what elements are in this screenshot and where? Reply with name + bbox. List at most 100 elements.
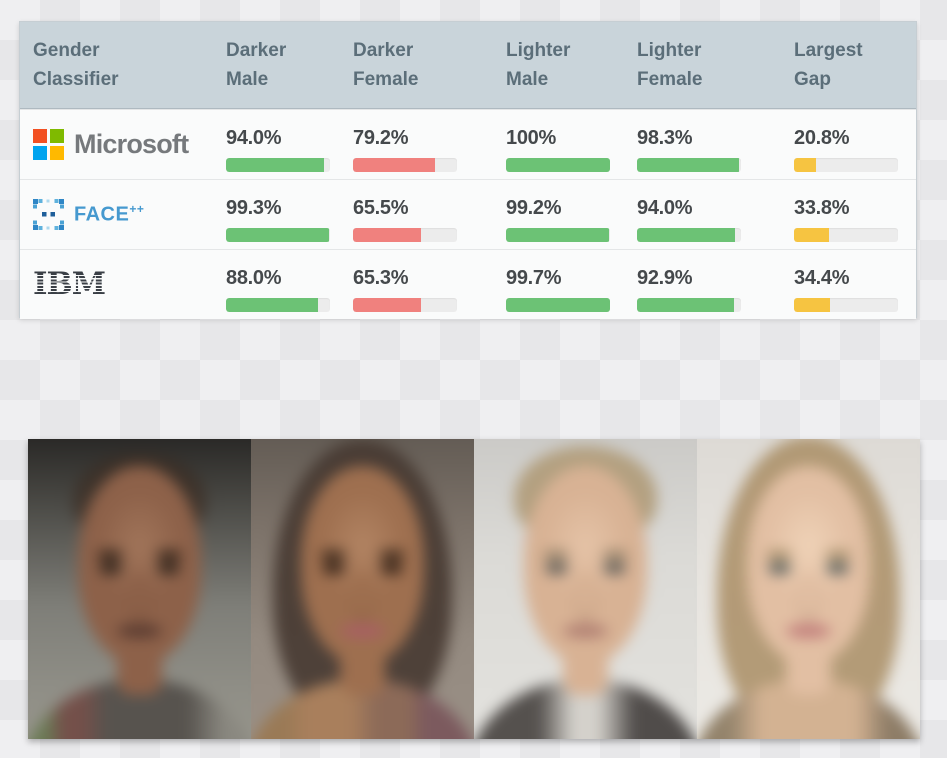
average-faces-image — [28, 439, 920, 739]
bar-track — [353, 298, 457, 312]
bar-track — [794, 228, 898, 242]
value-label: 98.3% — [637, 127, 693, 149]
value-label: 94.0% — [637, 197, 693, 219]
bar-fill — [794, 298, 830, 312]
header-darker-male: Darker Male — [226, 40, 287, 90]
cell-ibm-darker-female: 65.3% — [340, 250, 493, 319]
faceplusplus-wordmark: FACE++ — [74, 202, 145, 226]
bar-track — [794, 158, 898, 172]
bar-fill — [353, 228, 422, 242]
bar-track — [353, 158, 457, 172]
value-label: 34.4% — [794, 267, 850, 289]
face-blur-layers — [28, 439, 251, 739]
bar-fill — [353, 298, 421, 312]
face-nose — [353, 572, 372, 616]
faceplusplus-plusplus: ++ — [129, 202, 145, 217]
ibm-wordmark: IBM — [30, 266, 108, 302]
average-face-darker-male — [28, 439, 251, 739]
bar-fill — [794, 228, 830, 242]
face-brow-right — [825, 550, 851, 560]
face-blur-layers — [251, 439, 474, 739]
value-label: 100% — [506, 127, 556, 149]
face-brow-left — [543, 550, 569, 560]
value-label: 20.8% — [794, 127, 850, 149]
face-nose — [130, 572, 149, 616]
value-label: 99.7% — [506, 267, 562, 289]
face-mouth — [339, 623, 386, 639]
value-label: 88.0% — [226, 267, 282, 289]
bar-fill — [506, 158, 610, 172]
cell-faceplusplus-darker-female: 65.5% — [340, 180, 493, 249]
face-eye-left — [544, 562, 568, 574]
face-eye-left — [321, 562, 345, 574]
bar-track — [637, 298, 741, 312]
value-label: 92.9% — [637, 267, 693, 289]
microsoft-square-blue — [33, 146, 47, 160]
bar-track — [506, 298, 610, 312]
value-label: 65.3% — [353, 267, 409, 289]
bar-track — [794, 298, 898, 312]
table-header-row: Gender Classifier Darker Male Darker Fem… — [20, 22, 916, 109]
face-eye-right — [826, 562, 850, 574]
face-nose — [799, 572, 818, 616]
face-eye-left — [98, 562, 122, 574]
bar-fill — [637, 158, 740, 172]
face-blur-layers — [697, 439, 920, 739]
bar-track — [506, 158, 610, 172]
bar-track — [226, 158, 330, 172]
bar-track — [637, 158, 741, 172]
faceplusplus-icon — [33, 199, 64, 230]
header-darker-female: Darker Female — [353, 40, 419, 90]
microsoft-square-red — [33, 129, 47, 143]
cell-faceplusplus-largest-gap: 33.8% — [781, 180, 916, 249]
average-face-lighter-male — [474, 439, 697, 739]
bar-fill — [506, 298, 610, 312]
face-brow-left — [766, 550, 792, 560]
table-row-microsoft: Microsoft 94.0% 79.2% 100% 98.3% 20.8% — [20, 109, 916, 179]
value-label: 94.0% — [226, 127, 282, 149]
face-brow-right — [379, 550, 405, 560]
face-eye-left — [767, 562, 791, 574]
cell-faceplusplus-darker-male: 99.3% — [213, 180, 340, 249]
cell-ibm-darker-male: 88.0% — [213, 250, 340, 319]
value-label: 79.2% — [353, 127, 409, 149]
face-brow-left — [97, 550, 123, 560]
bar-fill — [794, 158, 816, 172]
header-gender-classifier: Gender Classifier — [33, 40, 119, 90]
face-nose — [576, 572, 595, 616]
cell-microsoft-darker-female: 79.2% — [340, 110, 493, 179]
microsoft-logo: Microsoft — [20, 110, 213, 179]
bar-track — [506, 228, 610, 242]
cell-microsoft-lighter-female: 98.3% — [624, 110, 781, 179]
microsoft-squares-icon — [33, 129, 64, 160]
microsoft-wordmark: Microsoft — [74, 129, 189, 159]
cell-ibm-lighter-female: 92.9% — [624, 250, 781, 319]
face-eye-right — [157, 562, 181, 574]
cell-faceplusplus-lighter-male: 99.2% — [493, 180, 624, 249]
bar-track — [637, 228, 741, 242]
gender-classifier-table: Gender Classifier Darker Male Darker Fem… — [19, 21, 917, 319]
ibm-logo: IBM — [20, 250, 213, 319]
bar-fill — [226, 158, 324, 172]
face-brow-right — [156, 550, 182, 560]
header-largest-gap: Largest Gap — [794, 40, 863, 90]
face-blur-layers — [474, 439, 697, 739]
microsoft-square-green — [50, 129, 64, 143]
face-brow-right — [602, 550, 628, 560]
faceplusplus-logo: FACE++ — [20, 180, 213, 249]
bar-fill — [637, 298, 734, 312]
value-label: 33.8% — [794, 197, 850, 219]
face-mouth — [785, 623, 832, 639]
average-face-darker-female — [251, 439, 474, 739]
face-mouth — [116, 623, 163, 639]
cell-microsoft-largest-gap: 20.8% — [781, 110, 916, 179]
bar-fill — [226, 298, 318, 312]
value-label: 65.5% — [353, 197, 409, 219]
cell-faceplusplus-lighter-female: 94.0% — [624, 180, 781, 249]
face-mouth — [562, 623, 609, 639]
bar-fill — [226, 228, 330, 242]
bar-fill — [637, 228, 735, 242]
face-brow-left — [320, 550, 346, 560]
bar-track — [226, 228, 330, 242]
header-lighter-male: Lighter Male — [506, 40, 571, 90]
